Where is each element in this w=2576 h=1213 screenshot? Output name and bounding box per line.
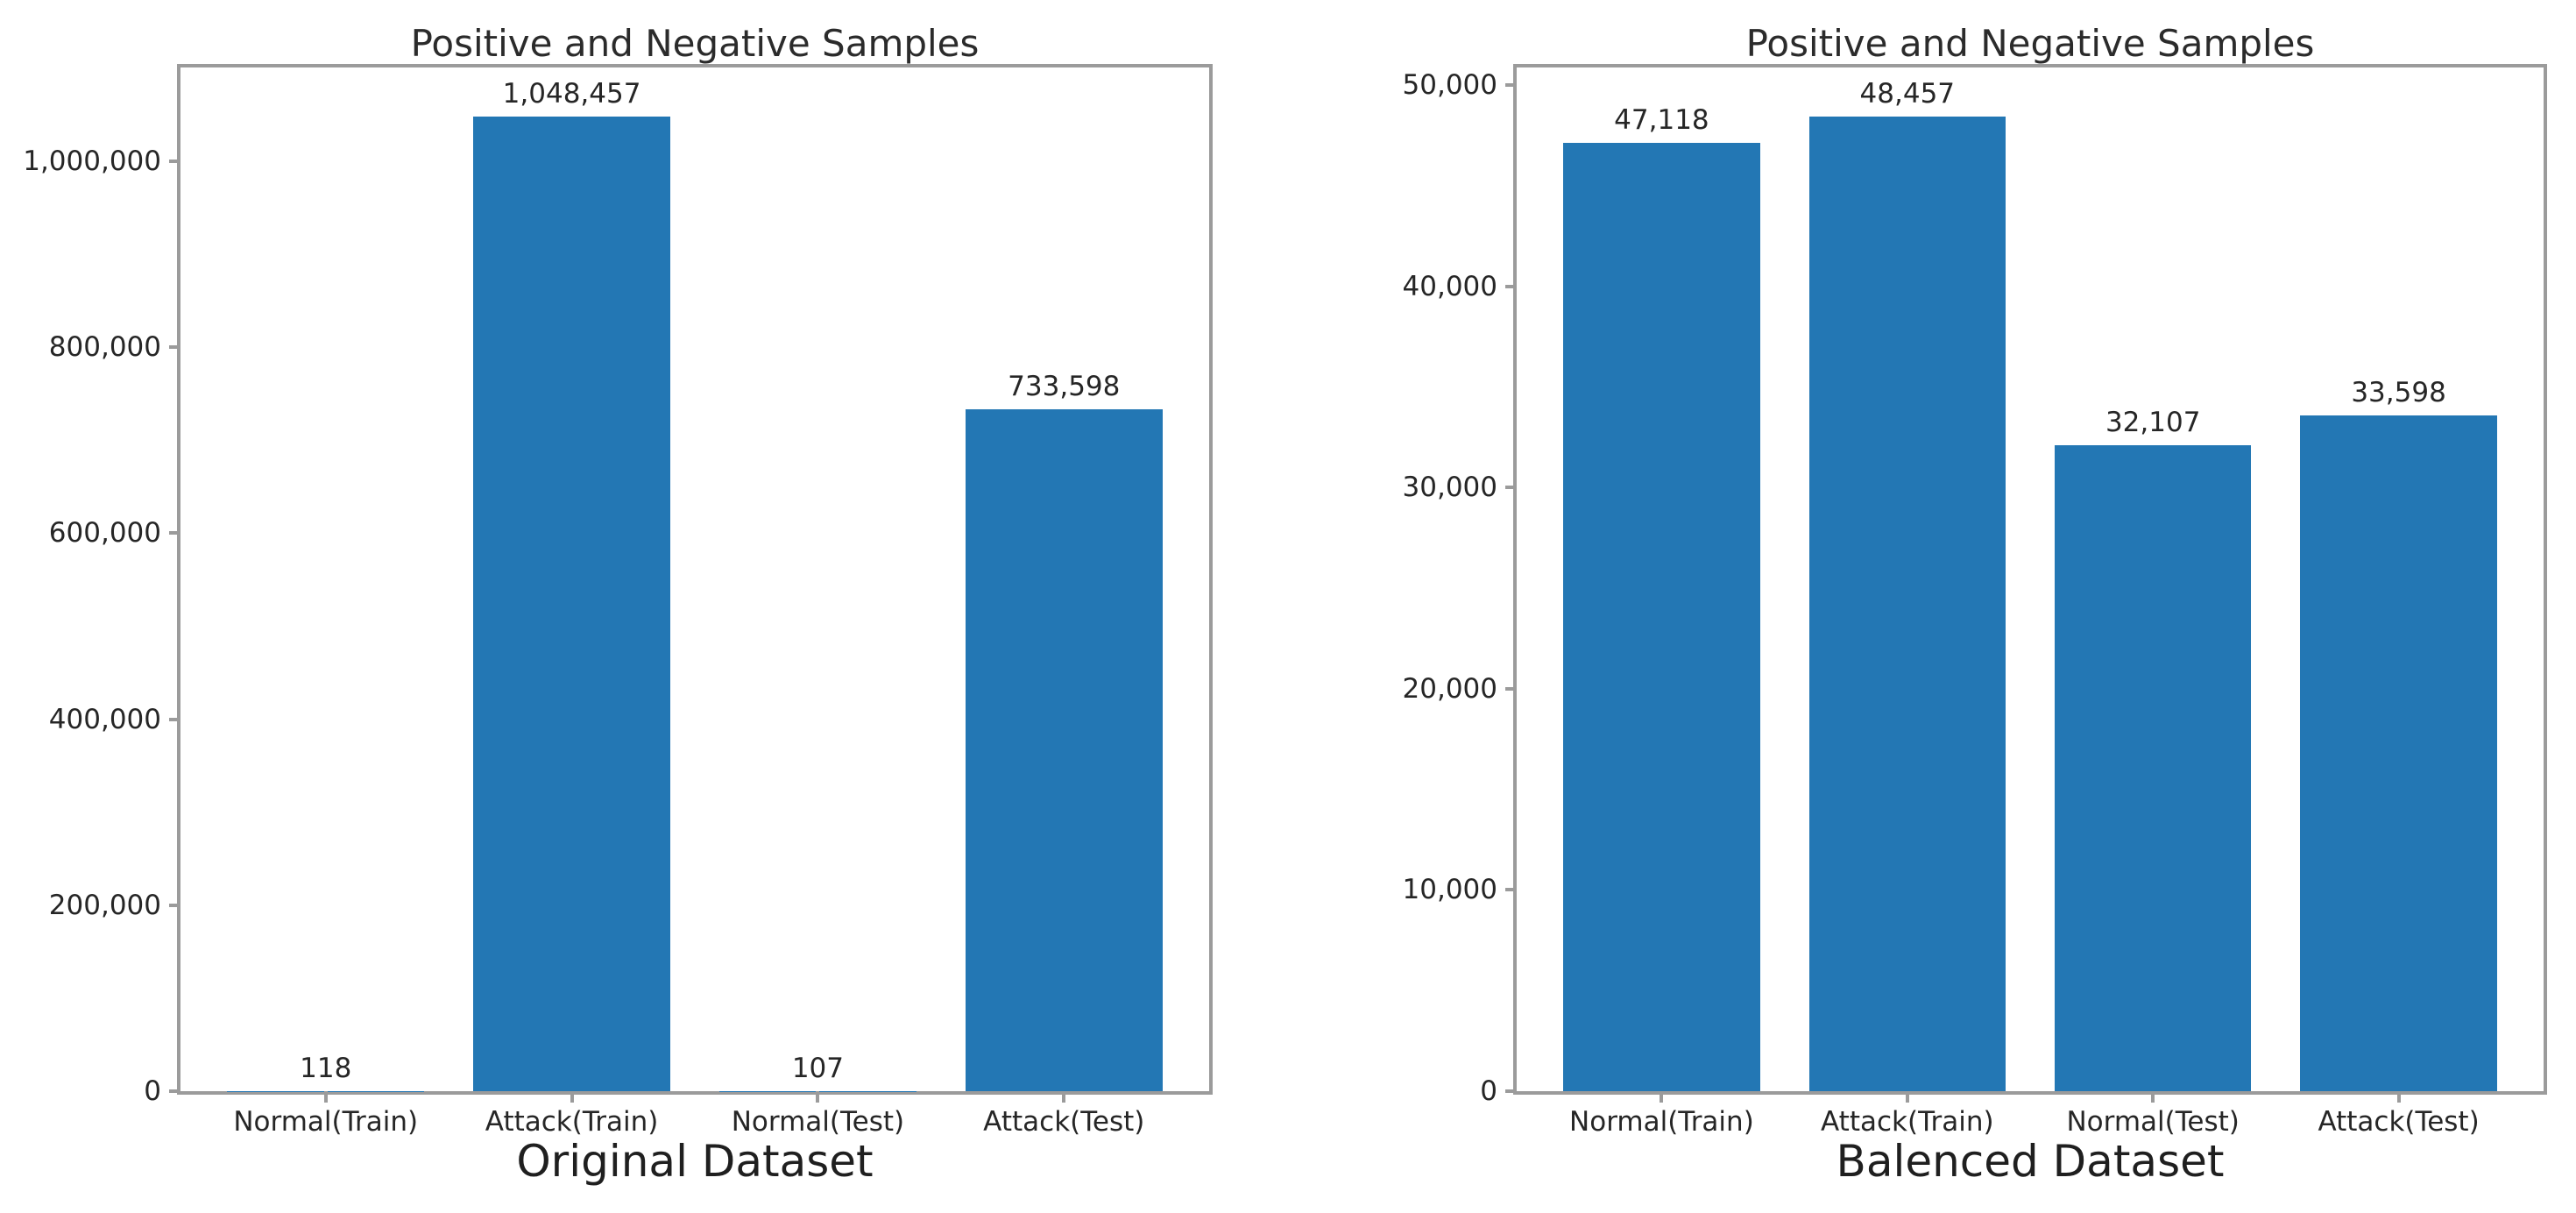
y-tick-mark: [1505, 686, 1517, 691]
y-tick-mark: [169, 345, 180, 350]
x-tick-label: Attack(Train): [485, 1106, 659, 1138]
y-tick-label: 200,000: [48, 889, 161, 921]
bar-attack-train: [1808, 116, 2006, 1091]
y-tick-mark: [1505, 83, 1517, 88]
x-tick-label: Attack(Test): [2318, 1106, 2480, 1138]
bar-value-label: 118: [300, 1052, 352, 1084]
bar-value-label: 47,118: [1614, 104, 1709, 137]
x-tick-label: Attack(Train): [1821, 1106, 1994, 1138]
bar-value-label: 33,598: [2351, 376, 2446, 408]
y-tick-mark: [1505, 888, 1517, 892]
y-tick-label: 800,000: [48, 331, 161, 364]
x-tick-mark: [2151, 1091, 2155, 1103]
bar-value-label: 48,457: [1859, 77, 1956, 110]
bar-value-label: 1,048,457: [502, 77, 641, 110]
bar-normal-test: [2055, 444, 2252, 1091]
x-tick-label: Normal(Train): [1569, 1106, 1754, 1138]
y-tick-label: 400,000: [48, 703, 161, 735]
y-tick-mark: [1505, 486, 1517, 490]
chart-title: Positive and Negative Samples: [410, 22, 980, 65]
y-tick-mark: [1505, 284, 1517, 288]
x-tick-label: Attack(Test): [983, 1106, 1145, 1138]
plot-area: 0 10,000 20,000 30,000 40,000 50,000 47,118 Nor…: [1403, 64, 2547, 1138]
bar-value-label: 32,107: [2105, 406, 2201, 438]
bar-value-label: 733,598: [1008, 370, 1121, 402]
y-tick-label: 0: [1480, 1075, 1497, 1107]
y-tick-label: 40,000: [1402, 270, 1497, 302]
x-tick-mark: [1905, 1091, 1909, 1103]
y-tick-label: 1,000,000: [23, 145, 161, 178]
y-tick-label: 0: [144, 1075, 161, 1107]
y-tick-mark: [169, 531, 180, 536]
y-tick-label: 20,000: [1402, 672, 1497, 705]
plot-area: 0 200,000 400,000 600,000 800,000 1,000,000 11…: [23, 64, 1213, 1138]
y-tick-mark: [169, 1089, 180, 1093]
bar-normal-train: [1563, 143, 1760, 1091]
x-tick-mark: [816, 1091, 820, 1103]
x-tick-mark: [570, 1091, 574, 1103]
x-axis-label: Balenced Dataset: [1836, 1136, 2225, 1187]
y-tick-mark: [169, 160, 180, 164]
bar-value-label: 107: [791, 1052, 845, 1084]
bar-attack-test: [965, 408, 1163, 1091]
y-tick-mark: [1505, 1089, 1517, 1093]
x-tick-label: Normal(Train): [233, 1106, 419, 1138]
subplot-original-dataset: Positive and Negative Samples 0 200,000 40…: [23, 22, 1213, 1187]
y-tick-mark: [169, 903, 180, 907]
x-tick-label: Normal(Test): [2066, 1106, 2240, 1138]
x-axis-label: Original Dataset: [516, 1136, 874, 1187]
x-tick-mark: [2396, 1091, 2401, 1103]
bar-attack-test: [2300, 415, 2497, 1091]
bar-attack-train: [473, 116, 670, 1091]
subplot-balenced-dataset: Positive and Negative Samples 0 10,000 20,…: [1288, 0, 2576, 1213]
y-tick-label: 50,000: [1402, 69, 1497, 102]
y-tick-label: 10,000: [1402, 874, 1497, 906]
chart-title: Positive and Negative Samples: [1745, 22, 2315, 65]
x-tick-mark: [1062, 1091, 1066, 1103]
y-tick-label: 600,000: [48, 517, 161, 550]
x-tick-mark: [1660, 1091, 1664, 1103]
y-tick-label: 30,000: [1402, 472, 1497, 504]
y-tick-mark: [169, 717, 180, 721]
x-tick-mark: [323, 1091, 328, 1103]
x-tick-label: Normal(Test): [731, 1106, 905, 1138]
